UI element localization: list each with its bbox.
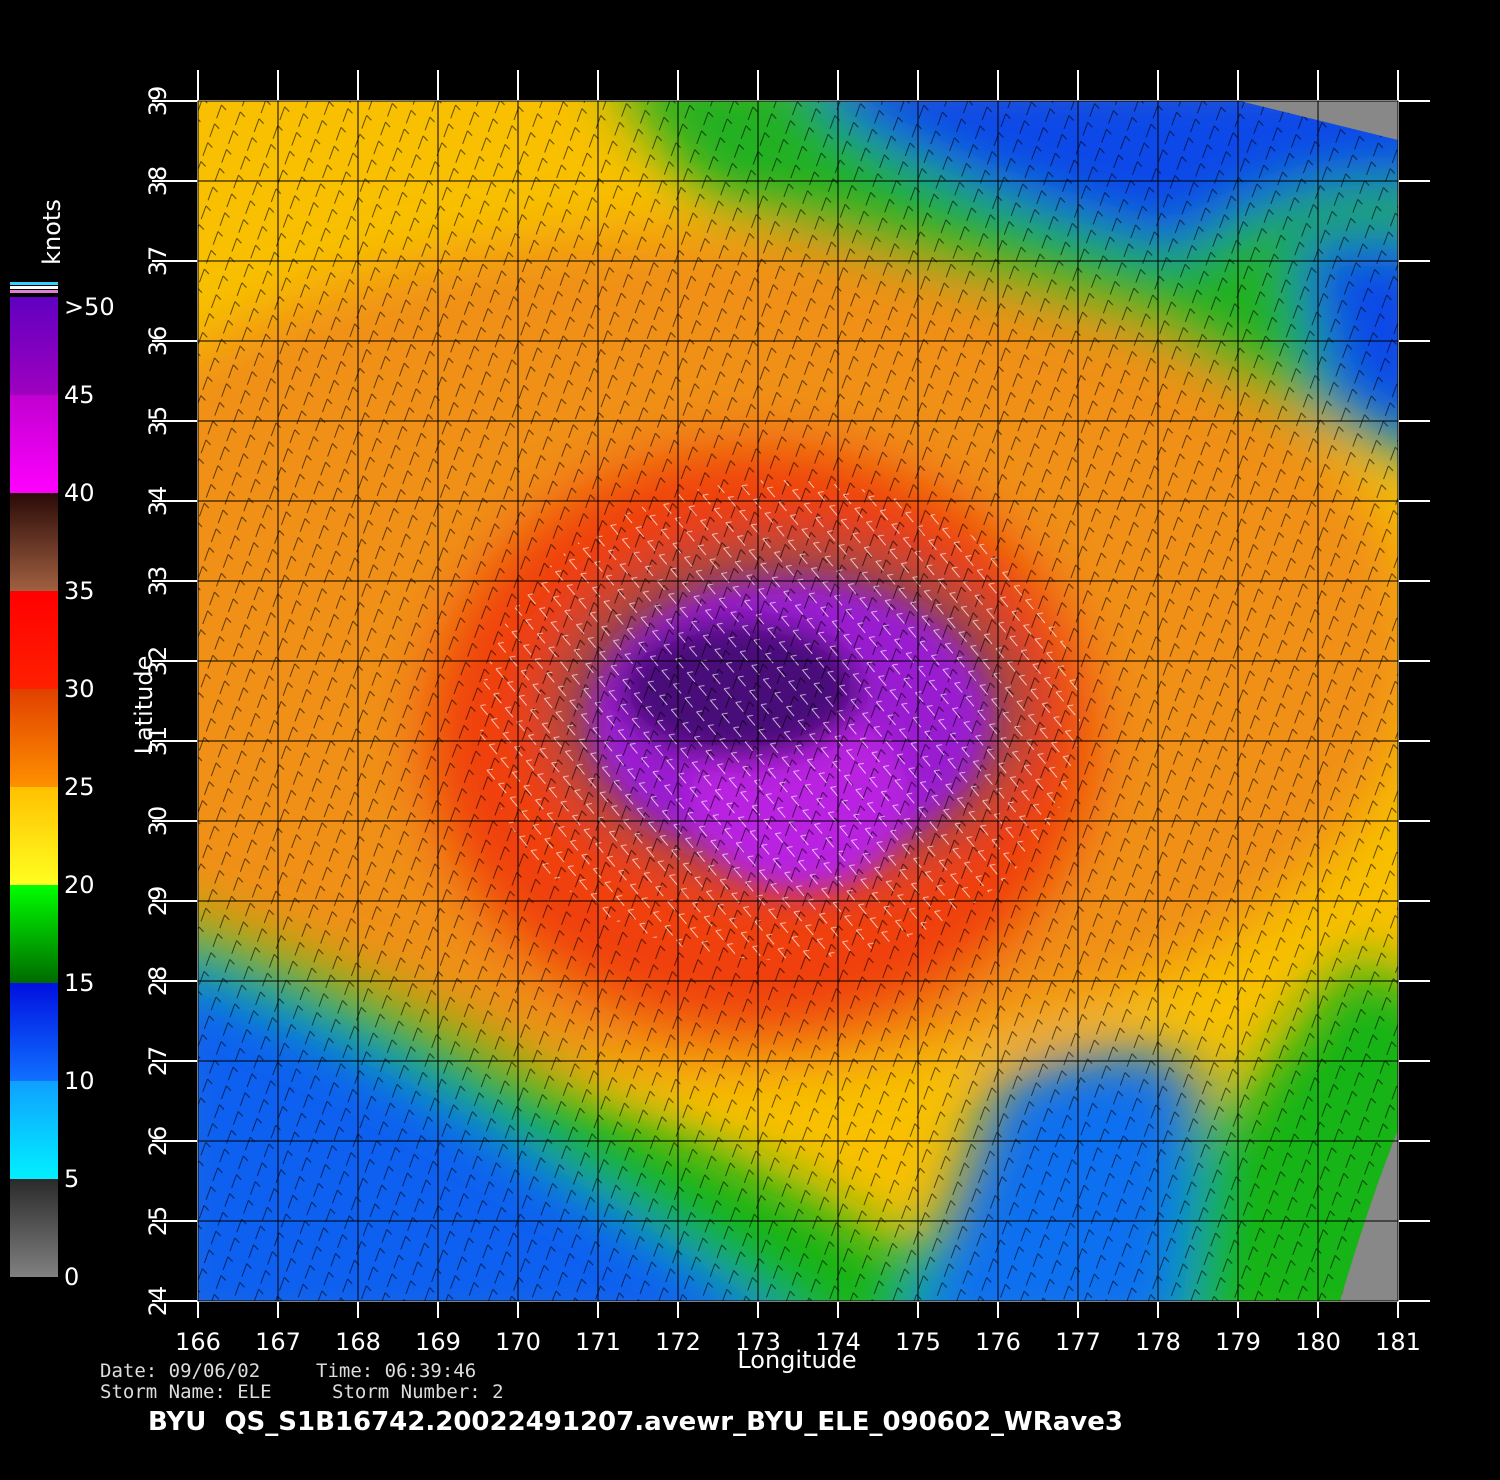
colorbar-tick-label: 0 bbox=[64, 1263, 79, 1291]
storm-name: Storm Name: ELE bbox=[100, 1381, 272, 1403]
colorbar-tick-label: >50 bbox=[64, 293, 115, 321]
x-tick-label: 172 bbox=[655, 1328, 701, 1356]
colorbar-tick-label: 25 bbox=[64, 773, 95, 801]
colorbar-segment bbox=[10, 689, 58, 787]
y-tick-label: 36 bbox=[144, 326, 172, 357]
colorbar-stripe bbox=[10, 286, 58, 289]
y-tick-label: 34 bbox=[144, 486, 172, 517]
x-tick-label: 175 bbox=[895, 1328, 941, 1356]
date: Date: 09/06/02 bbox=[100, 1360, 260, 1382]
x-tick-label: 169 bbox=[415, 1328, 461, 1356]
x-tick-label: 167 bbox=[255, 1328, 301, 1356]
y-tick-label: 26 bbox=[144, 1126, 172, 1157]
y-tick-label: 32 bbox=[144, 646, 172, 677]
y-tick-label: 39 bbox=[144, 86, 172, 117]
colorbar-title: knots bbox=[38, 199, 66, 265]
colorbar-stripe bbox=[10, 282, 58, 285]
y-tick-label: 37 bbox=[144, 246, 172, 277]
y-tick-label: 33 bbox=[144, 566, 172, 597]
x-tick-label: 173 bbox=[735, 1328, 781, 1356]
y-tick-label: 31 bbox=[144, 726, 172, 757]
colorbar-segment bbox=[10, 787, 58, 885]
x-tick-label: 168 bbox=[335, 1328, 381, 1356]
x-tick-label: 170 bbox=[495, 1328, 541, 1356]
grid bbox=[197, 100, 1399, 1302]
y-tick-label: 25 bbox=[144, 1206, 172, 1237]
x-tick-label: 174 bbox=[815, 1328, 861, 1356]
colorbar-segment bbox=[10, 1179, 58, 1277]
colorbar-tick-label: 15 bbox=[64, 969, 95, 997]
y-axis-label: Latitude bbox=[130, 656, 158, 755]
colorbar-segment bbox=[10, 591, 58, 689]
colorbar-tick-label: 30 bbox=[64, 675, 95, 703]
colorbar-segment bbox=[10, 297, 58, 395]
colorbar-segment bbox=[10, 493, 58, 591]
colorbar-tick-label: 20 bbox=[64, 871, 95, 899]
x-tick-label: 166 bbox=[175, 1328, 221, 1356]
colorbar-segment bbox=[10, 983, 58, 1081]
x-tick-label: 176 bbox=[975, 1328, 1021, 1356]
y-tick-label: 35 bbox=[144, 406, 172, 437]
colorbar-segment bbox=[10, 1081, 58, 1179]
colorbar-tick-label: 5 bbox=[64, 1165, 79, 1193]
y-tick-label: 24 bbox=[144, 1286, 172, 1317]
colorbar-stripe bbox=[10, 290, 58, 293]
x-tick-label: 181 bbox=[1375, 1328, 1421, 1356]
colorbar-tick-label: 45 bbox=[64, 381, 95, 409]
colorbar: knots 0 5 10 15 20 25 30 35 40 45 >50 bbox=[10, 199, 115, 1291]
colorbar-segment bbox=[10, 395, 58, 493]
time: Time: 06:39:46 bbox=[316, 1360, 476, 1382]
x-tick-label: 179 bbox=[1215, 1328, 1261, 1356]
colorbar-tick-label: 40 bbox=[64, 479, 95, 507]
wind-field bbox=[198, 101, 1398, 1301]
y-tick-label: 29 bbox=[144, 886, 172, 917]
info-block: Date: 09/06/02 Time: 06:39:46 Storm Name… bbox=[100, 1360, 1123, 1437]
x-tick-label: 178 bbox=[1135, 1328, 1181, 1356]
y-tick-label: 38 bbox=[144, 166, 172, 197]
y-tick-label: 28 bbox=[144, 966, 172, 997]
y-tick-label: 27 bbox=[144, 1046, 172, 1077]
x-axis-label: Longitude bbox=[737, 1346, 856, 1374]
x-tick-label: 171 bbox=[575, 1328, 621, 1356]
x-tick-label: 180 bbox=[1295, 1328, 1341, 1356]
colorbar-tick-label: 35 bbox=[64, 577, 95, 605]
file-title: BYU QS_S1B16742.20022491207.avewr_BYU_EL… bbox=[148, 1407, 1123, 1437]
colorbar-tick-label: 10 bbox=[64, 1067, 95, 1095]
x-tick-label: 177 bbox=[1055, 1328, 1101, 1356]
storm-number: Storm Number: 2 bbox=[332, 1381, 504, 1403]
colorbar-segment bbox=[10, 885, 58, 983]
y-tick-label: 30 bbox=[144, 806, 172, 837]
axis-labels: Longitude Latitude 166 167 168 169 170 171 172… bbox=[130, 86, 1421, 1374]
